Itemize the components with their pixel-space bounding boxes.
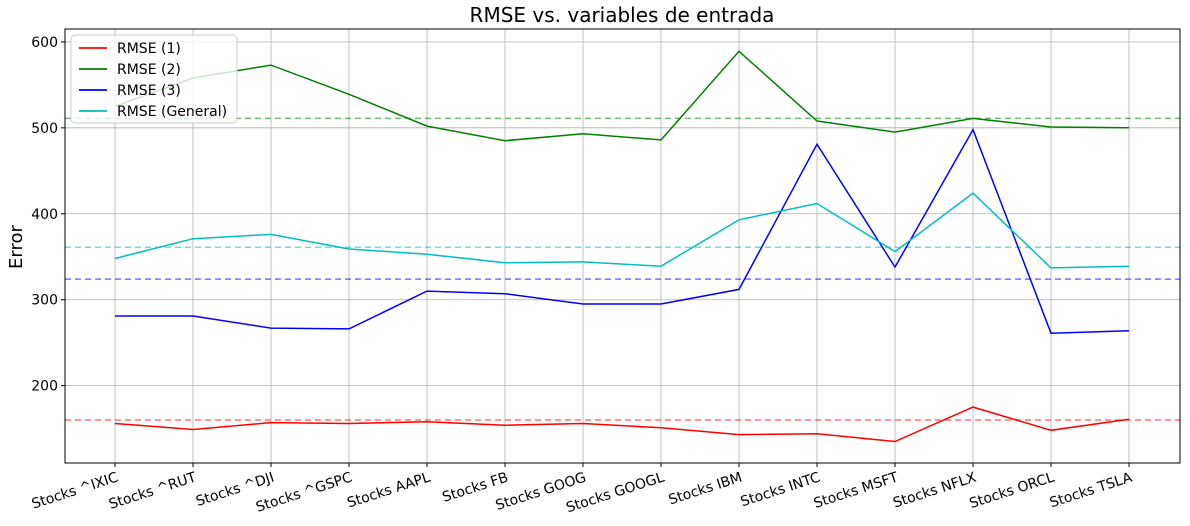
- legend-box: [70, 34, 238, 124]
- y-tick-label: 500: [31, 121, 58, 137]
- chart-title: RMSE vs. variables de entrada: [470, 3, 775, 27]
- x-tick-label: Stocks MSFT: [812, 469, 901, 511]
- x-tick-label: Stocks INTC: [739, 470, 823, 511]
- x-tick-label: Stocks AAPL: [345, 470, 432, 512]
- series-lines: [114, 50, 1130, 443]
- x-tick-label: Stocks NFLX: [891, 469, 979, 511]
- x-tick-label: Stocks ^IXIC: [30, 470, 121, 513]
- y-axis-ticks: 200 300 400 500 600: [31, 35, 65, 395]
- y-axis-label: Error: [6, 224, 27, 268]
- legend-label: RMSE (2): [117, 62, 181, 78]
- y-tick-label: 600: [31, 35, 58, 51]
- series-line: [115, 127, 1130, 334]
- x-tick-label: Stocks ORCL: [967, 470, 1056, 513]
- x-tick-label: Stocks ^RUT: [107, 469, 199, 512]
- legend-label: RMSE (3): [117, 83, 181, 99]
- plot-frame: [64, 28, 1181, 464]
- mean-lines: [65, 117, 1180, 421]
- series-line: [114, 50, 1130, 142]
- y-tick-label: 200: [31, 379, 58, 395]
- y-tick-label: 300: [31, 293, 58, 309]
- y-tick-label: 400: [31, 207, 58, 223]
- legend-label: RMSE (General): [117, 104, 227, 120]
- x-tick-label: Stocks IBM: [667, 470, 745, 509]
- series-line: [114, 406, 1130, 443]
- x-tick-label: Stocks TSLA: [1048, 469, 1135, 511]
- legend-label: RMSE (1): [117, 41, 181, 57]
- legend: RMSE (1) RMSE (2) RMSE (3) RMSE (General): [70, 34, 238, 124]
- series-line: [114, 192, 1130, 269]
